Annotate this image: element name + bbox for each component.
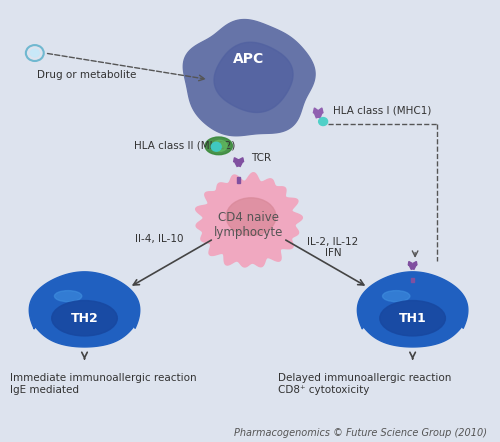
FancyArrow shape (411, 278, 414, 282)
FancyArrow shape (412, 262, 417, 269)
Text: APC: APC (233, 53, 264, 66)
Ellipse shape (382, 291, 410, 301)
FancyArrow shape (408, 262, 414, 269)
Text: HLA class I (MHC1): HLA class I (MHC1) (333, 106, 432, 115)
Ellipse shape (226, 198, 276, 235)
Text: Immediate immunoallergic reaction
IgE mediated: Immediate immunoallergic reaction IgE me… (10, 373, 196, 395)
Text: IL-2, IL-12
IFN: IL-2, IL-12 IFN (308, 237, 358, 258)
Ellipse shape (380, 301, 446, 336)
Text: Il-4, IL-10: Il-4, IL-10 (135, 234, 184, 244)
Ellipse shape (205, 137, 233, 155)
Polygon shape (184, 19, 315, 136)
Polygon shape (214, 42, 293, 112)
FancyArrow shape (237, 158, 244, 166)
Text: TH1: TH1 (398, 312, 426, 325)
Ellipse shape (52, 301, 118, 336)
Polygon shape (30, 272, 140, 347)
Polygon shape (196, 173, 302, 267)
FancyArrow shape (314, 108, 320, 118)
Text: CD4 naive
lymphocyte: CD4 naive lymphocyte (214, 211, 283, 240)
Text: Drug or metabolite: Drug or metabolite (38, 70, 136, 80)
Text: TH2: TH2 (70, 312, 99, 325)
Polygon shape (358, 272, 468, 347)
Circle shape (30, 49, 40, 57)
Circle shape (318, 118, 328, 126)
Text: HLA class II (MHC2): HLA class II (MHC2) (134, 141, 236, 151)
FancyArrow shape (237, 177, 240, 183)
Circle shape (212, 142, 221, 151)
FancyArrow shape (234, 158, 240, 166)
Text: Delayed immunoallergic reaction
CD8⁺ cytotoxicity: Delayed immunoallergic reaction CD8⁺ cyt… (278, 373, 452, 395)
Ellipse shape (212, 140, 227, 151)
Text: TCR: TCR (251, 153, 271, 163)
Ellipse shape (54, 291, 82, 301)
FancyArrow shape (316, 108, 323, 118)
Text: Pharmacogenomics © Future Science Group (2010): Pharmacogenomics © Future Science Group … (234, 427, 487, 438)
